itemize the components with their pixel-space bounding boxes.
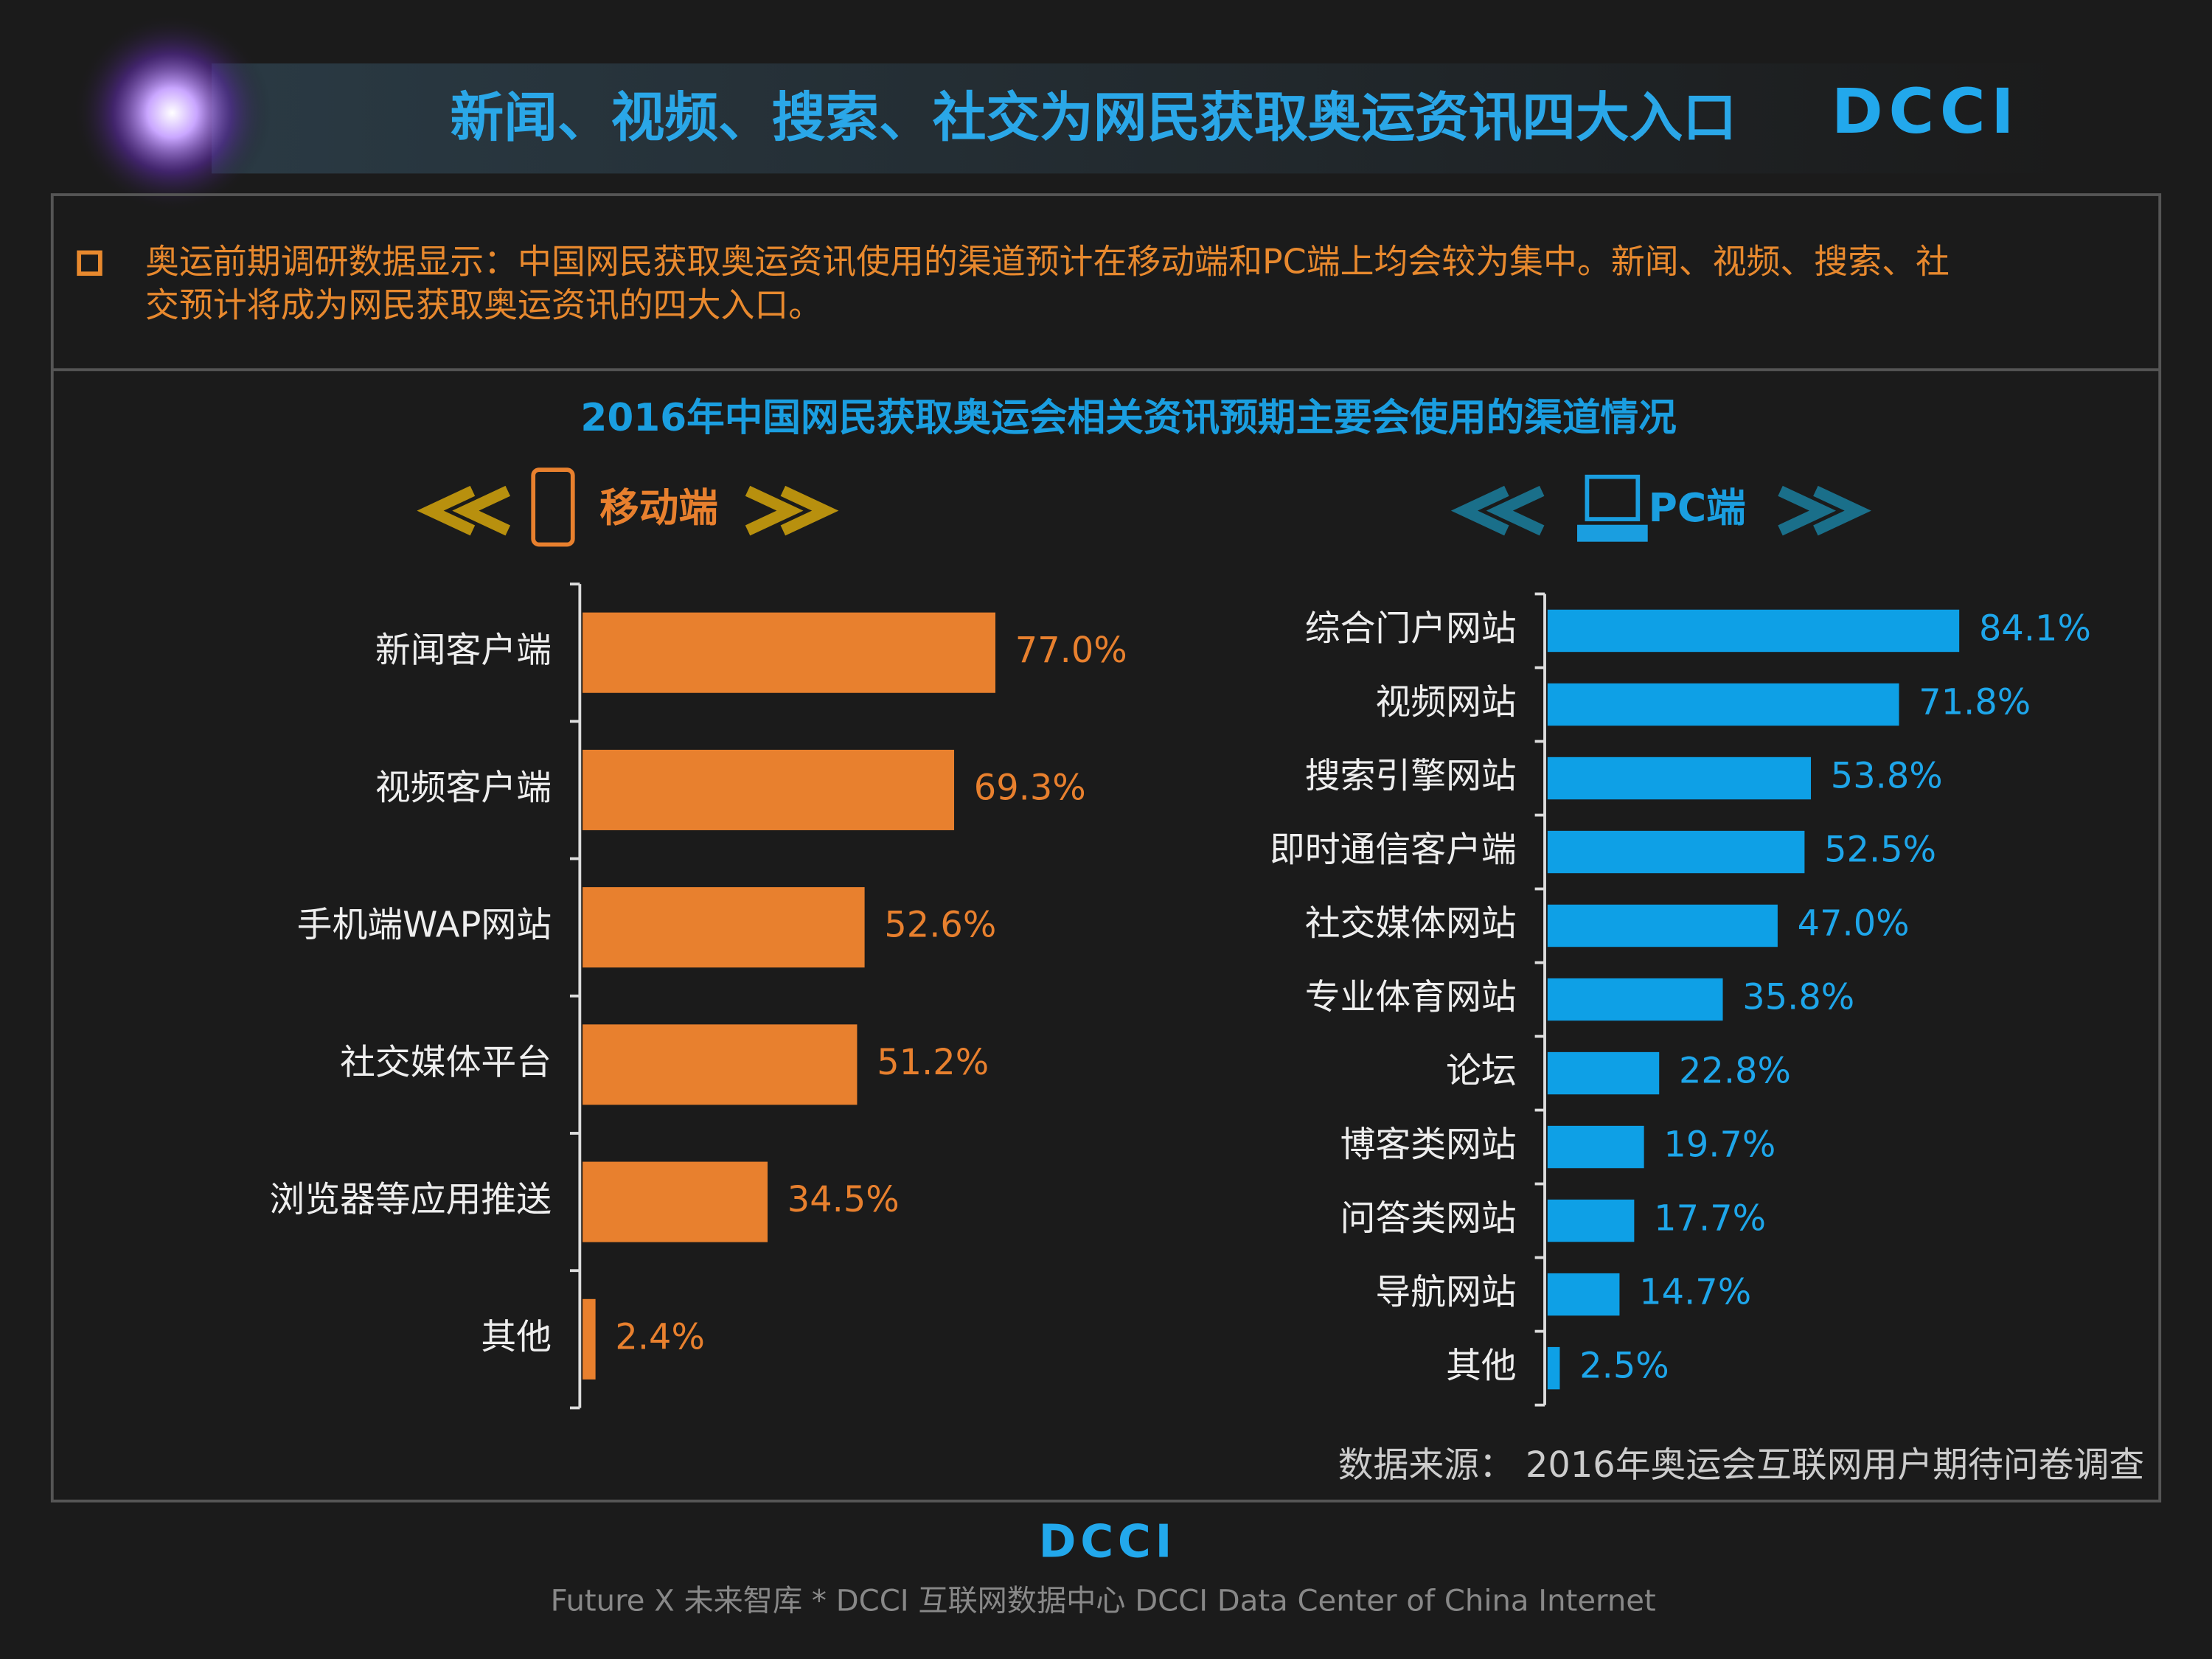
value-label: 22.8% xyxy=(1679,1051,1791,1092)
bar xyxy=(582,749,955,830)
value-label: 2.4% xyxy=(615,1317,705,1357)
value-label: 17.7% xyxy=(1654,1199,1766,1239)
bar xyxy=(1547,1199,1635,1242)
value-label: 2.5% xyxy=(1579,1346,1669,1387)
value-label: 77.0% xyxy=(1015,630,1127,671)
value-label: 53.8% xyxy=(1831,757,1943,797)
pc-icon xyxy=(1450,474,1871,542)
mobile-icon xyxy=(417,467,839,547)
chart-title: PC端 xyxy=(1649,484,1746,531)
bar xyxy=(582,1024,858,1105)
category-label: 导航网站 xyxy=(1375,1273,1516,1313)
note-line: 交预计将成为网民获取奥运资讯的四大入口。 xyxy=(145,285,822,325)
category-label: 社交媒体平台 xyxy=(340,1043,552,1083)
bar xyxy=(582,1298,596,1380)
bar xyxy=(1547,757,1812,800)
footer-logo: DCCI xyxy=(1039,1516,1176,1568)
value-label: 14.7% xyxy=(1639,1273,1751,1313)
bar xyxy=(1547,1051,1660,1095)
category-label: 手机端WAP网站 xyxy=(297,905,552,946)
value-label: 52.5% xyxy=(1824,830,1936,871)
value-label: 35.8% xyxy=(1742,978,1854,1018)
bar xyxy=(1547,1125,1644,1169)
header-logo: DCCI xyxy=(1832,75,2020,147)
value-label: 69.3% xyxy=(974,768,1086,808)
category-label: 综合门户网站 xyxy=(1305,608,1517,649)
value-label: 47.0% xyxy=(1798,904,1910,945)
category-label: 论坛 xyxy=(1446,1051,1517,1092)
value-label: 51.2% xyxy=(877,1043,989,1083)
chart-title: 移动端 xyxy=(599,484,718,531)
bar xyxy=(1547,830,1805,874)
value-label: 19.7% xyxy=(1663,1125,1775,1166)
header-title: 新闻、视频、搜索、社交为网民获取奥运资讯四大入口 xyxy=(451,88,1736,150)
bar xyxy=(582,1161,768,1242)
value-label: 34.5% xyxy=(787,1180,900,1220)
category-label: 其他 xyxy=(481,1317,552,1357)
category-label: 即时通信客户端 xyxy=(1270,830,1517,871)
content-box xyxy=(50,193,2162,1503)
value-label: 52.6% xyxy=(884,905,996,946)
value-label: 84.1% xyxy=(1979,608,2091,649)
header-star xyxy=(73,14,271,212)
note-line: 奥运前期调研数据显示：中国网民获取奥运资讯使用的渠道预计在移动端和PC端上均会较… xyxy=(145,241,1950,281)
category-label: 博客类网站 xyxy=(1340,1125,1517,1166)
category-label: 社交媒体网站 xyxy=(1305,904,1517,945)
footer-text: Future X 未来智库 * DCCI 互联网数据中心 DCCI Data C… xyxy=(551,1584,1656,1618)
category-label: 浏览器等应用推送 xyxy=(269,1180,552,1220)
bar xyxy=(1547,1273,1620,1316)
bullet xyxy=(77,250,102,276)
bar xyxy=(1547,609,1960,653)
value-label: 71.8% xyxy=(1919,683,2031,723)
header-band xyxy=(211,63,2060,174)
category-label: 新闻客户端 xyxy=(375,630,552,671)
bar xyxy=(582,887,865,968)
category-label: 视频客户端 xyxy=(375,768,552,808)
category-label: 其他 xyxy=(1446,1346,1517,1387)
category-label: 专业体育网站 xyxy=(1305,978,1517,1018)
category-label: 视频网站 xyxy=(1375,683,1516,723)
section-title: 2016年中国网民获取奥运会相关资讯预期主要会使用的渠道情况 xyxy=(580,396,1676,440)
source: 数据来源： 2016年奥运会互联网用户期待问卷调查 xyxy=(1338,1445,2145,1486)
bar xyxy=(582,612,995,693)
bar xyxy=(1547,978,1723,1021)
bar xyxy=(1547,904,1778,947)
category-label: 问答类网站 xyxy=(1340,1199,1517,1239)
bar xyxy=(1547,683,1899,726)
bar xyxy=(1547,1346,1560,1390)
category-label: 搜索引擎网站 xyxy=(1305,757,1517,797)
